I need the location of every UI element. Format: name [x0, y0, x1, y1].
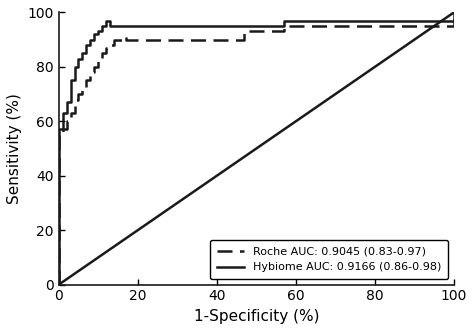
- Legend: Roche AUC: 0.9045 (0.83-0.97), Hybiome AUC: 0.9166 (0.86-0.98): Roche AUC: 0.9045 (0.83-0.97), Hybiome A…: [210, 240, 448, 279]
- X-axis label: 1-Specificity (%): 1-Specificity (%): [193, 309, 319, 324]
- Y-axis label: Sensitivity (%): Sensitivity (%): [7, 93, 22, 204]
